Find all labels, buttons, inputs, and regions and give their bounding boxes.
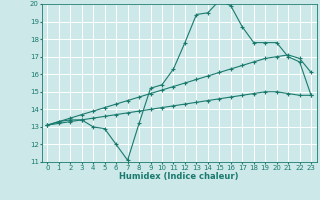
X-axis label: Humidex (Indice chaleur): Humidex (Indice chaleur) [119,172,239,181]
